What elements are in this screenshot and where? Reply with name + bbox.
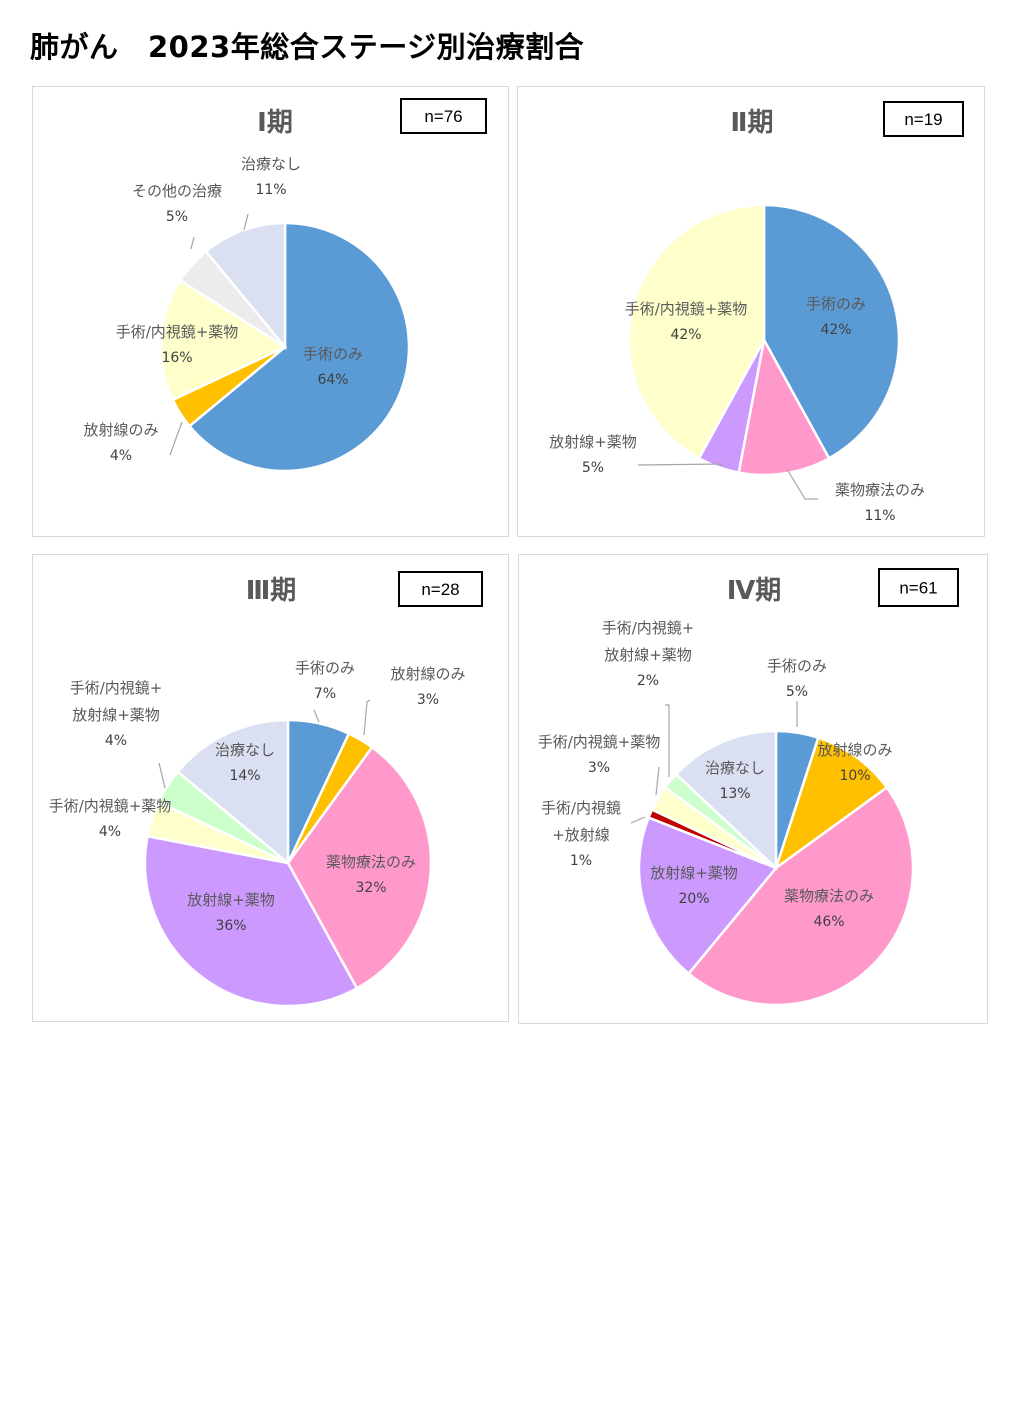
stage1-title: Ⅰ期: [257, 108, 293, 138]
stage3-leader-line-6: [158, 762, 166, 789]
stage4-slice-2: [773, 736, 889, 872]
page-title: 肺がん 2023年総合ステージ別治療割合: [30, 30, 585, 64]
stage4-title: Ⅳ期: [727, 576, 782, 606]
stage2-slice-2-percent: 11%: [864, 508, 895, 524]
stage2-slice-3-percent: 5%: [582, 460, 604, 476]
stage4-leader-line-6: [655, 766, 660, 796]
stage3-slice-5-percent: 4%: [99, 824, 121, 840]
stage4-slice-3-percent: 46%: [813, 914, 844, 930]
stage2-slice-4-label: 手術/内視鏡+薬物: [625, 300, 748, 318]
stage2-sample-size: n=19: [904, 110, 942, 129]
stage2-slice-4: [627, 203, 766, 460]
stage3-slice-6-percent: 4%: [105, 733, 127, 749]
stage1-slice-3-label: 手術/内視鏡+薬物: [116, 323, 239, 341]
stage4-slice-5-label: 手術/内視鏡+放射線: [541, 799, 621, 844]
stage1-slice-1-percent: 64%: [317, 372, 348, 388]
stage3-slice-4-label: 放射線+薬物: [187, 891, 275, 909]
stage1-slice-2-label: 放射線のみ: [83, 421, 158, 439]
stage1-slice-1-label: 手術のみ: [303, 345, 363, 363]
stage3-slice-2-label: 放射線のみ: [390, 665, 465, 683]
chart-panel-stage3: Ⅲ期 n=28 手術のみ 7% 放射線のみ 3% 薬物療法のみ 32% 放射線+薬物 36% 手術/…: [32, 554, 509, 1022]
stage4-slice-6-percent: 3%: [588, 760, 610, 776]
stage3-slice-3: [286, 745, 433, 991]
stage1-leader-line-5: [243, 213, 249, 231]
stage4-slice-6-label: 手術/内視鏡+薬物: [538, 733, 661, 751]
stage4-slice-1-percent: 5%: [786, 684, 808, 700]
stage1-sample-size: n=76: [424, 107, 462, 126]
stage4-slice-4-percent: 20%: [678, 891, 709, 907]
stage3-slice-4-percent: 36%: [215, 918, 246, 934]
stage1-slice-5-percent: 11%: [255, 182, 286, 198]
stage3-slice-3-label: 薬物療法のみ: [326, 853, 416, 871]
stage2-slice-4-percent: 42%: [670, 327, 701, 343]
stage4-slice-3-label: 薬物療法のみ: [784, 887, 874, 905]
stage3-title: Ⅲ期: [246, 576, 297, 606]
stage3-slice-3-percent: 32%: [355, 880, 386, 896]
stage3-slice-1-label: 手術のみ: [295, 659, 355, 677]
stage4-leader-line-7: [665, 704, 670, 777]
stage3-slice-4: [143, 834, 359, 1008]
stage4-slice-2-label: 放射線のみ: [817, 741, 892, 759]
stage3-sample-size: n=28: [421, 580, 459, 599]
stage1-slice-1: [187, 221, 411, 473]
stage4-slice-4: [637, 815, 779, 976]
stage4-slice-7-label: 手術/内視鏡+放射線+薬物: [602, 619, 695, 664]
stage1-slice-3: [159, 278, 288, 402]
stage1-slice-4-percent: 5%: [166, 209, 188, 225]
stage4-leader-line-5: [630, 816, 646, 824]
stage4-slice-2-percent: 10%: [839, 768, 870, 784]
chart-panel-stage4: Ⅳ期 n=61 手術のみ 5% 放射線のみ 10% 薬物療法のみ 46% 放射線+薬物 20% 手術…: [518, 554, 988, 1024]
stage1-slice-4-label: その他の治療: [132, 182, 222, 200]
stage2-slice-1-percent: 42%: [820, 322, 851, 338]
stage1-slice-5: [204, 221, 287, 351]
stage2-slice-2: [737, 336, 831, 477]
stage3-slice-1-percent: 7%: [314, 686, 336, 702]
stage3-slice-7: [176, 718, 290, 866]
pie-chart-stage3: Ⅲ期 n=28 手術のみ 7% 放射線のみ 3% 薬物療法のみ 32% 放射線+薬物 36% 手術/…: [49, 571, 483, 1008]
stage2-title: Ⅱ期: [730, 108, 773, 138]
stage3-leader-line-2: [363, 699, 371, 736]
pie-chart-stage4: Ⅳ期 n=61 手術のみ 5% 放射線のみ 10% 薬物療法のみ 46% 放射線+薬物 20% 手術…: [538, 568, 959, 1007]
pie-chart-stage2: Ⅱ期 n=19 手術のみ 42% 薬物療法のみ 11% 放射線+薬物 5% 手術/内視鏡+薬物 4…: [549, 101, 964, 524]
stage4-slice-8-percent: 13%: [719, 786, 750, 802]
stage3-slice-6-label: 手術/内視鏡+放射線+薬物: [70, 679, 163, 724]
stage2-n-box: [883, 101, 964, 137]
stage1-slice-5-label: 治療なし: [241, 155, 301, 173]
stage1-slice-2-percent: 4%: [110, 448, 132, 464]
stage4-slice-7-percent: 2%: [637, 673, 659, 689]
stage4-sample-size: n=61: [899, 579, 937, 598]
stage3-slice-2-percent: 3%: [417, 692, 439, 708]
chart-panel-stage2: Ⅱ期 n=19 手術のみ 42% 薬物療法のみ 11% 放射線+薬物 5% 手術/内視鏡+薬物 4…: [517, 86, 985, 537]
stage4-slice-8: [674, 729, 778, 871]
stage3-n-box: [398, 571, 483, 607]
stage2-leader-line-3: [637, 463, 724, 466]
pie-chart-stage1: Ⅰ期 n=76 手術のみ 64% 放射線のみ 4% 手術/内視鏡+薬物 16% その他の治療 5%…: [83, 98, 487, 473]
stage2-slice-1: [762, 203, 901, 460]
stage3-slice-5-label: 手術/内視鏡+薬物: [49, 797, 172, 815]
stage4-slice-4-label: 放射線+薬物: [650, 864, 738, 882]
stage4-slice-1-label: 手術のみ: [767, 657, 827, 675]
stage3-leader-line-1: [313, 709, 320, 723]
stage1-leader-line-4: [190, 236, 195, 250]
chart-panel-stage1: Ⅰ期 n=76 手術のみ 64% 放射線のみ 4% 手術/内視鏡+薬物 16% その他の治療 5%…: [32, 86, 509, 537]
stage2-leader-line-2: [786, 468, 818, 500]
stage4-slice-3: [686, 785, 915, 1007]
stage2-slice-1-label: 手術のみ: [806, 295, 866, 313]
stage1-n-box: [400, 98, 487, 134]
stage1-leader-line-2: [169, 421, 183, 456]
stage3-slice-7-label: 治療なし: [215, 741, 275, 759]
stage4-slice-8-label: 治療なし: [705, 759, 765, 777]
stage4-n-box: [878, 568, 959, 607]
stage3-slice-7-percent: 14%: [229, 768, 260, 784]
stage2-slice-3-label: 放射線+薬物: [549, 433, 637, 451]
stage4-slice-5-percent: 1%: [570, 853, 592, 869]
stage1-slice-3-percent: 16%: [161, 350, 192, 366]
stage2-slice-2-label: 薬物療法のみ: [835, 481, 925, 499]
